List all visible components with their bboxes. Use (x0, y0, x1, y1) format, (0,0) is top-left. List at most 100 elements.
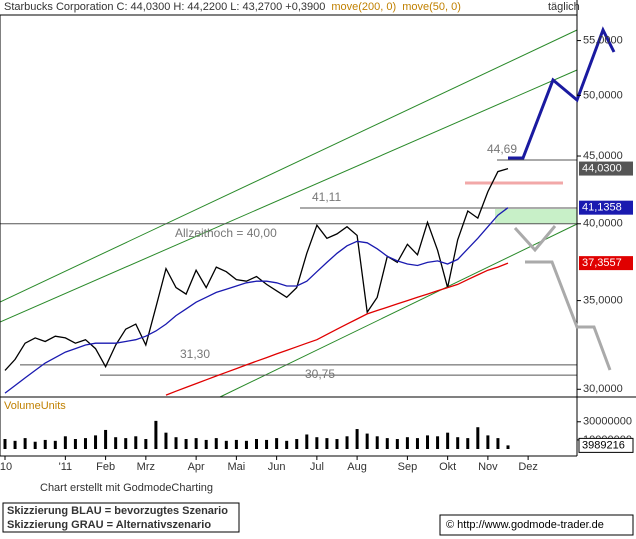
volume-bar (486, 435, 490, 449)
volume-bar (244, 440, 248, 449)
volume-bar (194, 438, 198, 449)
scenario-gray (525, 260, 612, 371)
volume-bar (496, 438, 500, 449)
marks (0, 159, 577, 396)
trend-line (0, 69, 578, 323)
volume-bar (395, 439, 399, 449)
volume-bar (164, 432, 168, 449)
volume-bar (466, 438, 470, 449)
price-line (4, 167, 509, 371)
volume-bar (53, 440, 57, 449)
volume-bar (134, 436, 138, 449)
volume-bar (3, 439, 7, 449)
y-tick-label: 30,0000 (583, 383, 623, 395)
periodicity: täglich (548, 1, 580, 13)
legend-entry: VolumeUnits (4, 400, 66, 412)
last-value-label: 44,0300 (582, 162, 622, 174)
volume-bar (456, 437, 460, 449)
legend-entry: move(200, 0) (331, 1, 396, 13)
last-value-label: 41,1358 (582, 202, 622, 214)
volume-bar (305, 434, 309, 449)
last-value-box (579, 161, 633, 176)
y2-tick-label: 30000000 (583, 416, 632, 428)
volume-panel (3, 420, 510, 449)
x-tick-label: Nov (478, 461, 498, 473)
note: Skizzierung BLAU = bevorzugtes Szenario (7, 505, 228, 517)
scenario-blue (508, 26, 616, 160)
level-label: 31,30 (180, 347, 210, 361)
x-tick-label: Feb (96, 461, 115, 473)
level-label: 41,11 (312, 190, 341, 204)
volume-bar (174, 437, 178, 449)
y-tick-label: 45,0000 (583, 150, 623, 162)
level-label: Allzeithoch = 40,00 (175, 226, 277, 240)
x-tick-label: Aug (347, 461, 367, 473)
trend-line (219, 223, 578, 398)
volume-bar (13, 440, 17, 449)
volume-bar (335, 439, 339, 449)
last-value-box (579, 256, 633, 271)
last-value-box (579, 200, 633, 215)
volume-bar (506, 445, 510, 449)
volume-bar (255, 439, 258, 449)
last-value-box (578, 437, 634, 453)
volume-bar (375, 436, 379, 449)
volume-bar (345, 436, 349, 449)
volume-bar (405, 437, 409, 449)
y-tick-label: 40,0000 (583, 218, 623, 230)
y-tick-label: 35,0000 (583, 295, 623, 307)
volume-bar (285, 440, 289, 449)
chart-title: Starbucks Corporation C: 44,0300 H: 44,2… (4, 1, 325, 13)
volume-bar (315, 437, 319, 449)
level-label: 30,75 (305, 367, 335, 381)
credit-box (439, 514, 634, 536)
y-tick-label: 55,0000 (583, 34, 623, 46)
x-tick-label: Mai (228, 461, 246, 473)
last-value-label: 3989216 (582, 439, 625, 451)
volume-bar (33, 441, 37, 449)
volume-bar (83, 438, 87, 449)
volume-bar (446, 432, 450, 449)
y-tick-label: 50,0000 (583, 89, 623, 101)
price-line (165, 262, 509, 396)
x-tick-label: Okt (439, 461, 456, 473)
volume-bar (325, 438, 329, 449)
volume-bar (426, 435, 430, 449)
x-tick-label: '11 (59, 461, 73, 473)
volume-bar (204, 439, 208, 449)
x-tick-label: Apr (188, 461, 205, 473)
volume-bar (43, 439, 47, 449)
volume-bar (295, 439, 299, 449)
scenario-gray (513, 225, 557, 253)
x-tick-label: Jun (268, 461, 286, 473)
x-tick-label: Dez (518, 461, 538, 473)
volume-bar (275, 438, 279, 449)
volume-bar (355, 429, 359, 449)
note-box (2, 502, 240, 533)
volume-bar (365, 433, 369, 449)
legend-entry: move(50, 0) (402, 1, 461, 13)
volume-bar (154, 420, 158, 449)
last-value-label: 37,3557 (582, 257, 622, 269)
volume-bar (94, 435, 98, 449)
volume-bar (63, 436, 67, 449)
volume-bar (104, 429, 108, 449)
volume-bar (23, 438, 27, 449)
volume-bar (124, 438, 128, 449)
volume-bar (73, 439, 77, 449)
volume-bar (265, 439, 269, 449)
support-zone (495, 209, 577, 224)
price-line (4, 207, 509, 394)
volume-bar (224, 440, 228, 449)
volume-bar (476, 427, 480, 449)
volume-bar (385, 438, 389, 449)
volume-bar (214, 438, 218, 449)
volume-bar (415, 438, 419, 449)
x-tick-label: Mrz (137, 461, 155, 473)
volume-bar (144, 439, 148, 449)
x-tick-label: '10 (0, 461, 12, 473)
x-tick-label: Jul (310, 461, 324, 473)
volume-bar (436, 436, 440, 449)
